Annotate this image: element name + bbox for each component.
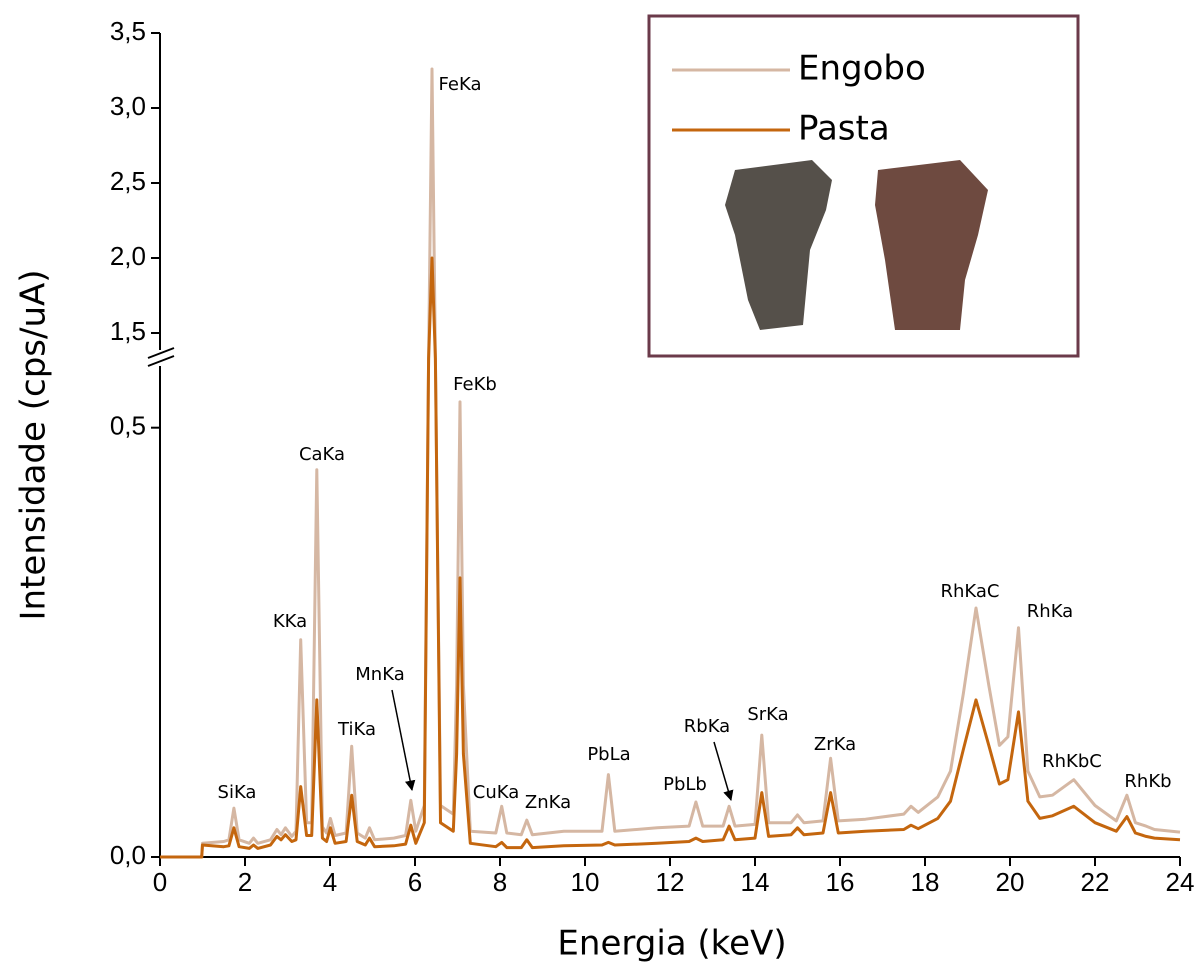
x-tick-label: 22 — [1081, 867, 1110, 897]
peak-label: RhKaC — [940, 581, 999, 602]
legend-label: Engobo — [798, 49, 926, 89]
x-tick-label: 24 — [1166, 867, 1195, 897]
x-axis-title: Energia (keV) — [557, 924, 786, 964]
y-tick-label: 0,5 — [110, 411, 146, 441]
y-axis-title: Intensidade (cps/uA) — [14, 269, 54, 620]
y-tick-label: 3,5 — [110, 16, 146, 46]
peak-label: MnKa — [355, 664, 404, 685]
peak-label: RhKa — [1027, 601, 1073, 622]
peak-label: CaKa — [299, 444, 345, 465]
x-tick-label: 16 — [826, 867, 855, 897]
axis-break — [147, 355, 175, 367]
peak-label: RbKa — [684, 716, 730, 737]
peak-label: SiKa — [218, 782, 257, 803]
peak-label: KKa — [273, 611, 307, 632]
x-tick-label: 18 — [911, 867, 940, 897]
peak-arrow — [391, 689, 416, 792]
y-tick-label: 0,0 — [110, 840, 146, 870]
y-tick-label: 1,5 — [110, 316, 146, 346]
x-tick-label: 12 — [656, 867, 685, 897]
x-tick-label: 10 — [571, 867, 600, 897]
sample-photo — [875, 160, 988, 330]
sample-photo — [725, 160, 832, 330]
spectrum-line — [160, 256, 1181, 859]
legend-box — [647, 14, 1080, 358]
peak-label: SrKa — [747, 704, 788, 725]
y-tick-label: 2,0 — [110, 241, 146, 271]
y-tick-label: 3,0 — [110, 91, 146, 121]
x-tick-label: 20 — [996, 867, 1025, 897]
peak-label: ZrKa — [814, 734, 856, 755]
peak-arrow — [713, 741, 734, 802]
y-tick-label: 2,5 — [110, 166, 146, 196]
peak-label: RhKb — [1124, 771, 1171, 792]
x-tick-label: 14 — [741, 867, 770, 897]
peak-label: RhKbC — [1042, 751, 1102, 772]
x-tick-label: 4 — [323, 867, 337, 897]
x-tick-label: 2 — [238, 867, 252, 897]
peak-label: ZnKa — [525, 792, 571, 813]
legend-frame — [647, 14, 1080, 358]
peak-label: CuKa — [473, 782, 520, 803]
peak-label: FeKa — [439, 74, 482, 95]
spectrum-line — [160, 67, 1181, 859]
peak-label: TiKa — [337, 719, 376, 740]
legend-label: Pasta — [798, 109, 890, 149]
x-tick-label: 8 — [493, 867, 507, 897]
peak-label: PbLa — [587, 744, 630, 765]
peak-label: FeKb — [453, 374, 497, 395]
x-tick-label: 0 — [153, 867, 167, 897]
x-tick-label: 6 — [408, 867, 422, 897]
peak-label: PbLb — [663, 774, 707, 795]
axis-break — [147, 347, 175, 359]
